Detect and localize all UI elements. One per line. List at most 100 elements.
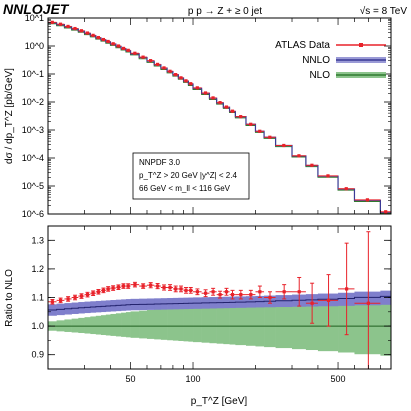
data-ratio-point <box>195 290 200 294</box>
y-tick-label: 10^0 <box>25 41 44 51</box>
data-point <box>121 46 126 51</box>
data-point <box>162 66 166 70</box>
spectrum-y-axis-label: dσ / dp_T^Z [pb/GeV] <box>4 68 15 164</box>
nlo-ratio-band-bin <box>264 301 276 348</box>
data-point <box>174 73 178 77</box>
data-ratio-point <box>162 285 166 290</box>
nlo-ratio-band-bin <box>305 298 319 351</box>
data-ratio-point <box>366 301 370 305</box>
nlo-ratio-band-bin <box>245 302 256 346</box>
data-point <box>195 86 199 90</box>
y-tick-label: 10^1 <box>25 13 44 23</box>
data-point <box>85 31 90 35</box>
nlo-ratio-band-bin <box>125 312 131 338</box>
nlo-ratio-band-bin <box>292 299 307 350</box>
nlo-ratio-band-bin <box>223 303 230 345</box>
spectrum-plot-area <box>48 20 391 214</box>
nlo-ratio-band-bin <box>188 306 194 342</box>
data-point <box>258 129 262 133</box>
data-ratio-point <box>345 287 349 291</box>
data-point <box>365 198 370 202</box>
info-mass-window: 66 GeV < m_ll < 116 GeV <box>139 184 231 193</box>
data-point <box>282 143 286 148</box>
data-ratio-point <box>239 293 243 297</box>
ratio-y-tick-label: 1.1 <box>31 293 44 303</box>
data-ratio-point <box>156 284 160 288</box>
nlo-ratio-band-bin <box>100 315 107 336</box>
nlo-ratio-band-bin <box>95 315 102 335</box>
data-point <box>111 42 115 46</box>
data-point <box>148 59 153 63</box>
nlo-ratio-band-bin <box>354 296 381 355</box>
x-tick-label: 500 <box>331 374 346 384</box>
nlo-ratio-band-bin <box>275 300 293 349</box>
data-ratio-point <box>111 286 115 290</box>
y-tick-label: 10^-2 <box>22 97 44 107</box>
nlo-ratio-band-bin <box>178 307 184 342</box>
data-point <box>58 22 63 26</box>
data-ratio-point <box>258 290 262 294</box>
nlo-ratio-band-bin <box>160 308 168 340</box>
data-point <box>106 39 110 44</box>
ratio-y-tick-label: 1.0 <box>31 321 44 331</box>
nnlo-ratio-band-bin <box>354 291 381 306</box>
data-ratio-point <box>121 284 126 288</box>
info-box: NNPDF 3.0 p_T^Z > 20 GeV |y^Z| < 2.4 66 … <box>132 152 250 200</box>
nlo-ratio-band-bin <box>183 306 189 342</box>
data-ratio-point <box>230 293 235 297</box>
data-point <box>79 29 84 33</box>
nlo-ratio-band-bin <box>139 310 148 339</box>
data-point <box>326 174 330 178</box>
y-tick-label: 10^-1 <box>22 69 44 79</box>
nlo-ratio-band-bin <box>216 304 224 344</box>
data-point <box>168 69 172 73</box>
nlo-ratio-band-bin <box>110 313 117 336</box>
data-ratio-point <box>79 294 84 298</box>
data-point <box>155 62 160 67</box>
ratio-axes: 0.9 1.0 1.1 1.2 1.3 50 100 500 <box>31 226 392 384</box>
data-ratio-point <box>101 288 106 292</box>
y-tick-label: 10^-5 <box>22 181 44 191</box>
data-point <box>239 115 243 119</box>
x-tick-label: 100 <box>186 374 201 384</box>
data-ratio-point <box>149 283 153 287</box>
nlo-ratio-band-bin <box>90 316 97 335</box>
data-ratio-point <box>133 283 137 287</box>
data-point <box>50 20 54 24</box>
data-point <box>91 33 95 37</box>
nlo-ratio-band-bin <box>84 317 91 334</box>
data-ratio-point <box>204 291 208 295</box>
data-point <box>116 44 121 48</box>
data-point <box>297 154 301 158</box>
data-point <box>218 101 222 105</box>
data-ratio-point <box>326 298 331 302</box>
data-point <box>268 135 272 139</box>
nlo-ratio-band-bin <box>115 313 122 337</box>
nlo-ratio-band-bin <box>130 311 140 338</box>
data-point <box>66 24 70 29</box>
data-ratio-point <box>297 290 301 294</box>
nlo-ratio-band-bin <box>78 317 85 334</box>
nlo-ratio-band-bin <box>201 305 210 343</box>
data-ratio-point <box>141 284 145 288</box>
data-point <box>133 51 137 55</box>
nlo-ratio-band-bin <box>146 309 155 339</box>
data-point <box>310 163 314 167</box>
nlo-ratio-band-bin <box>121 312 127 337</box>
data-ratio-point <box>50 300 54 304</box>
data-point <box>203 91 208 95</box>
data-point <box>344 187 348 191</box>
data-point <box>211 96 215 100</box>
ratio-y-tick-label: 1.2 <box>31 264 44 274</box>
data-point <box>96 35 100 40</box>
data-ratio-point <box>310 301 314 305</box>
data-point <box>184 79 188 83</box>
data-ratio-point <box>116 285 121 289</box>
info-box-frame <box>132 152 250 200</box>
nlo-ratio-band-bin <box>193 305 202 343</box>
y-tick-label: 10^-4 <box>22 153 44 163</box>
x-axis-label: p_T^Z [GeV] <box>191 396 248 407</box>
spectrum-axes: 10^-6 10^-5 10^-4 10^-3 10^-2 10^-1 10^0 10^1 <box>22 13 392 219</box>
legend-label-data: ATLAS Data <box>275 40 330 51</box>
